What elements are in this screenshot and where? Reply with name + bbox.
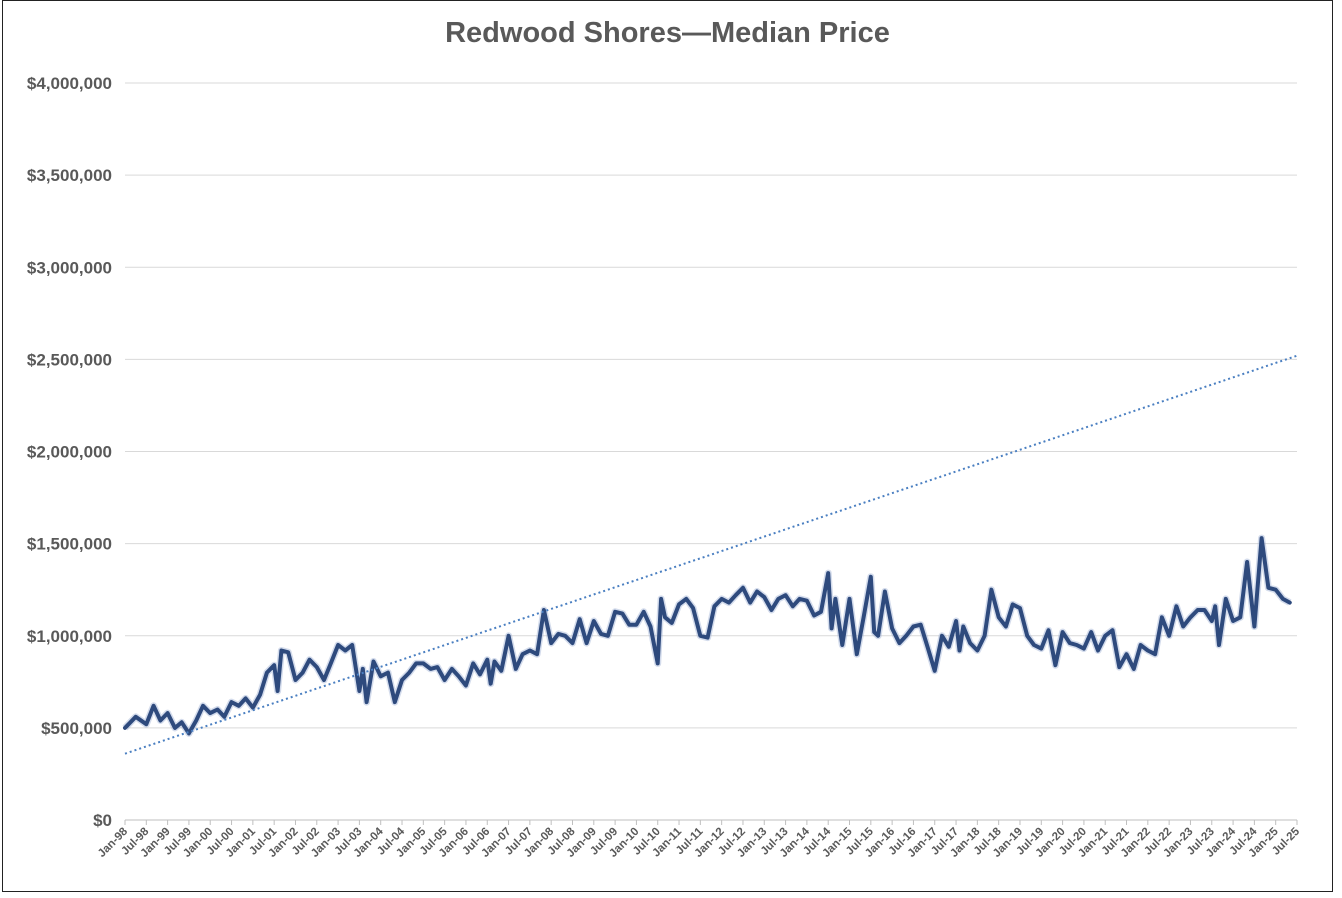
y-tick-label: $1,500,000 — [27, 535, 112, 554]
y-tick-label: $2,000,000 — [27, 443, 112, 462]
y-tick-label: $4,000,000 — [27, 74, 112, 93]
y-tick-label: $2,500,000 — [27, 350, 112, 369]
y-tick-label: $3,000,000 — [27, 258, 112, 277]
chart-title: Redwood Shores—Median Price — [445, 17, 890, 49]
y-tick-label: $1,000,000 — [27, 627, 112, 646]
trendline — [124, 354, 1298, 755]
y-tick-label: $500,000 — [41, 719, 112, 738]
series-line — [123, 536, 1292, 736]
y-tick-label: $3,500,000 — [27, 166, 112, 185]
y-tick-label: $0 — [93, 811, 112, 830]
